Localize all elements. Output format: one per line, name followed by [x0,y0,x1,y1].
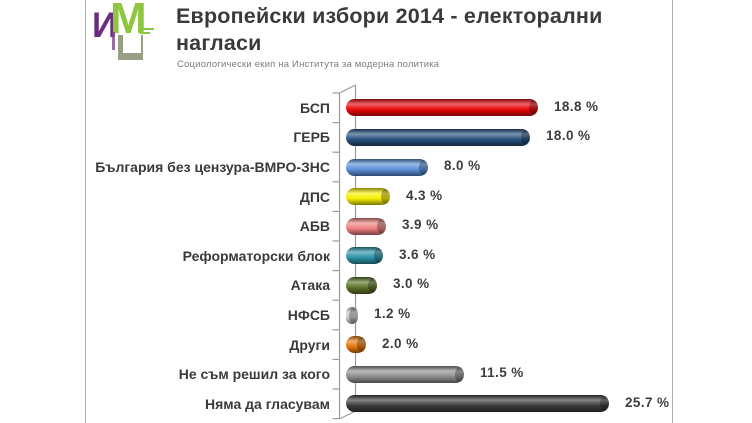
value-label: 25.7 % [625,394,670,410]
category-label: Атака [290,277,330,294]
bar-end-cap [357,337,366,353]
value-label: 11.5 % [480,365,524,381]
bar-end-cap [419,159,428,175]
bar-end-cap [521,129,530,145]
category-label: Няма да гласувам [205,395,330,412]
logo-decoration [140,28,154,30]
bar [346,128,530,146]
bar-end-cap [600,396,609,412]
category-label: България без цензура-ВМРО-ЗНС [95,159,330,175]
axis-top-diagonal [339,84,356,94]
bar [346,336,366,354]
value-label: 18.0 % [546,128,591,144]
category-label: БСП [299,99,330,116]
bar-end-cap [529,100,538,116]
category-label: Реформаторски блок [182,247,330,264]
axis-ticks [332,92,340,420]
bar-end-cap [368,277,377,293]
value-label: 1.2 % [374,306,411,321]
bar [346,188,390,206]
value-label: 8.0 % [444,158,481,173]
logo-letter-m: М [110,0,147,43]
value-label: 18.8 % [554,98,599,114]
bar-end-cap [455,366,464,382]
bar [346,99,538,117]
page-title: Европейски избори 2014 - електорални наг… [176,4,603,55]
value-label: 3.6 % [399,246,436,262]
category-label: Не съм решил за кого [178,366,330,383]
bar-end-cap [349,307,358,323]
category-label: ГЕРБ [293,129,330,146]
logo-decoration [140,32,150,34]
bar [346,158,428,176]
value-label: 4.3 % [406,187,443,203]
bar [346,276,377,294]
value-label: 3.0 % [393,276,430,292]
bar-end-cap [374,248,383,264]
category-label: АБВ [299,218,330,235]
category-label: Други [289,336,330,353]
logo-bracket-shape [118,35,143,60]
bar [346,306,358,324]
bar [346,365,464,383]
slide-border-right [672,0,673,423]
bar [346,395,609,413]
bar-end-cap [381,189,390,205]
bar [346,247,383,265]
value-label: 3.9 % [402,217,439,233]
page-subtitle: Социологически екип на Института за моде… [177,59,440,70]
imp-logo: И М [92,0,164,60]
bar-end-cap [377,218,386,234]
slide-border-left [85,0,86,423]
logo-decoration [112,32,115,50]
value-label: 2.0 % [382,335,419,351]
category-label: ДПС [299,188,330,205]
bar [346,217,386,235]
category-label: НФСБ [287,307,330,323]
axis-bottom-diagonal [339,410,356,420]
